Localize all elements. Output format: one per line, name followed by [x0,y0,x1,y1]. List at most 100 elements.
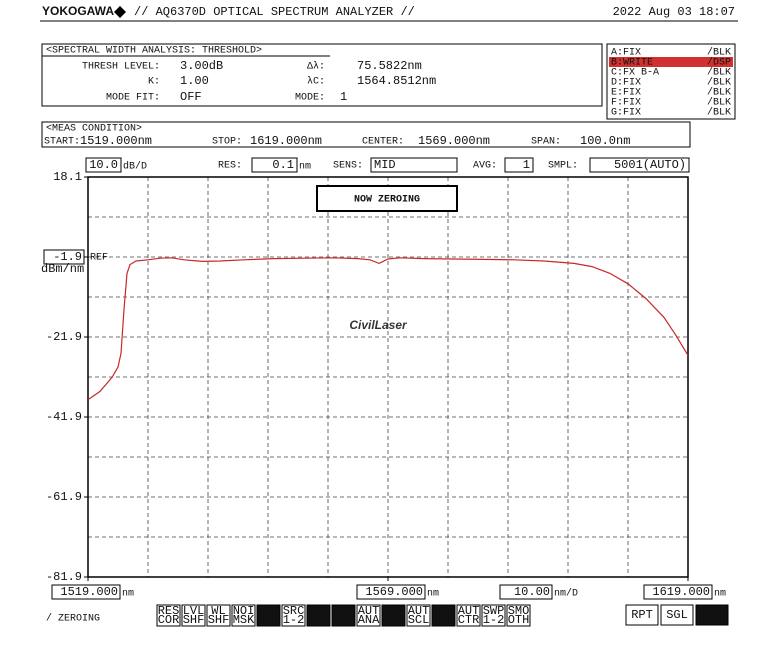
x-division-unit: nm/D [554,588,578,600]
setting-value: 0.1 [272,158,294,172]
softkey-top: AUT [408,604,430,618]
analysis-label: MODE: [295,93,325,104]
trace-mode: /BLK [707,67,731,79]
analysis-value: 75.5822nm [357,59,422,73]
softkey[interactable] [456,604,481,627]
softkey-top: VAC [308,604,330,618]
softkey[interactable] [331,604,356,627]
watermark: CivilLaser [349,318,408,332]
analysis-box [41,43,603,107]
x-unit: nm [714,589,726,600]
trace-name: A:FIX [611,48,641,59]
softkey[interactable] [356,604,381,627]
softkey-bottom: SRC [383,613,405,627]
softkey-bottom: SHF [208,613,230,627]
softkey-top: RES [158,604,180,618]
button[interactable] [660,604,694,626]
trace-name: F:FIX [611,98,641,109]
softkey-bottom: OFS [333,613,355,627]
softkey-top: AUT [383,604,405,618]
y-tick-label: -21.9 [46,330,82,344]
setting-label: RES: [218,161,242,172]
softkey-bottom: SHF [183,613,205,627]
measure-label: START: [44,137,80,148]
setting-box [589,157,690,173]
status-box-text: NOW ZEROING [354,195,420,206]
softkey-top: WL [211,604,225,618]
softkey[interactable] [431,604,456,627]
setting-box [251,157,298,173]
analysis-value: 1.00 [180,74,209,88]
softkey-bottom: ZOM [258,613,280,627]
ref-label: REF [90,253,108,264]
softkey-top: AUT [333,604,355,618]
softkey[interactable] [506,604,531,627]
brand-diamond [114,6,126,18]
softkey[interactable] [156,604,181,627]
setting-value: 1 [523,158,530,172]
status-text: / ZEROING [46,613,100,625]
setting-value: 10.0 [89,158,118,172]
analysis-value: 3.00dB [180,59,223,73]
brand: YOKOGAWA [42,4,114,18]
y-tick-label: -1.9 [53,250,82,264]
softkey[interactable] [481,604,506,627]
softkey[interactable] [206,604,231,627]
x-tick-label: 1619.000 [652,585,710,599]
analysis-value: 1 [340,90,347,104]
trace-name: B:WRITE [611,58,653,69]
trace-mode: /DSP [707,57,731,69]
setting-box [85,157,122,173]
softkey-bottom: 1-2 [483,613,505,627]
x-tick-box [643,584,713,600]
softkey[interactable] [406,604,431,627]
trace-mode: /BLK [707,77,731,89]
analysis-label: THRESH LEVEL: [82,62,160,73]
trace-mode: /BLK [707,107,731,119]
softkey-bottom: WL [311,613,325,627]
softkey-bottom: OTH [508,613,530,627]
softkey-bottom: COR [158,613,180,627]
x-unit: nm [122,589,134,600]
button-label: SGL [666,608,688,622]
setting-label: AVG: [473,161,497,172]
softkey-bottom: MSK [233,613,255,627]
ref-unit: dBm/nm [41,262,84,276]
analysis-label: MODE FIT: [106,93,160,104]
trace-highlight [609,57,733,67]
measure-value: 1619.000nm [250,134,322,148]
softkey-top: SMO [508,604,530,618]
softkey[interactable] [381,604,406,627]
trace-name: D:FIX [611,78,641,89]
button[interactable] [695,604,729,626]
softkey-top: AUT [358,604,380,618]
measure-value: 100.0nm [580,134,630,148]
trace-box [606,43,736,120]
x-unit: nm [427,589,439,600]
softkey[interactable] [281,604,306,627]
ref-box [43,249,85,265]
measure-title: <MEAS CONDITION> [46,124,142,135]
measure-value: 1519.000nm [80,134,152,148]
button[interactable] [625,604,659,626]
x-tick-box [51,584,121,600]
measure-box [41,121,691,148]
softkey[interactable] [256,604,281,627]
setting-value: 5001(AUTO) [614,158,686,172]
measure-value: 1569.000nm [418,134,490,148]
x-division: 10.00 [514,585,550,599]
analysis-title: <SPECTRAL WIDTH ANALYSIS: THRESHOLD> [46,46,262,57]
trace-mode: /BLK [707,87,731,99]
y-tick-label: -81.9 [46,570,82,584]
measure-label: STOP: [212,137,242,148]
trace-mode: /BLK [707,47,731,59]
button-label: RPT [631,608,653,622]
setting-unit: dB/D [123,161,147,173]
status-box [316,185,458,212]
trace-name: E:FIX [611,88,641,99]
softkey[interactable] [231,604,256,627]
softkey[interactable] [181,604,206,627]
softkey[interactable] [306,604,331,627]
y-tick-label: -41.9 [46,410,82,424]
